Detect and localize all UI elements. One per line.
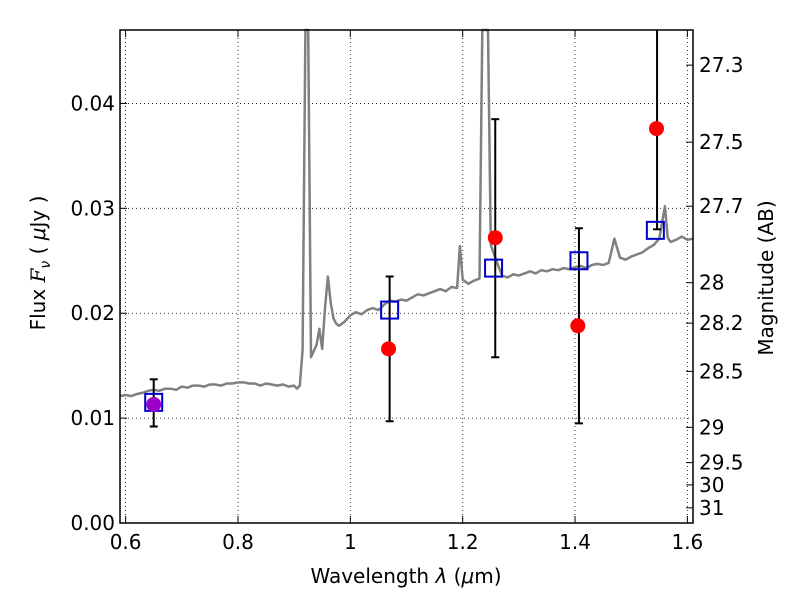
magnitude-tick-label: 27.3 xyxy=(699,53,744,77)
magnitude-tick-label: 27.7 xyxy=(699,194,744,218)
y-tick-label: 0.01 xyxy=(70,406,115,430)
plot-frame xyxy=(119,29,694,524)
y-axis-ticks: 0.00 0.01 0.02 0.03 0.04 xyxy=(70,91,127,535)
model-square xyxy=(645,220,665,240)
x-tick-label: 0.8 xyxy=(222,530,254,554)
observed-points xyxy=(146,121,664,412)
model-square xyxy=(569,251,589,271)
y-tick-label: 0.04 xyxy=(70,91,115,115)
magnitude-tick-label: 28.2 xyxy=(699,311,744,335)
y-tick-label: 0.00 xyxy=(70,511,115,535)
observed-point xyxy=(487,230,503,246)
model-square xyxy=(380,300,400,320)
model-square xyxy=(484,258,504,278)
x-tick-label: 1 xyxy=(344,530,357,554)
observed-point xyxy=(570,318,586,334)
magnitude-axis-label: Magnitude (AB) xyxy=(754,200,778,355)
x-tick-label: 1.6 xyxy=(671,530,703,554)
model-squares xyxy=(144,220,665,412)
magnitude-tick-label: 31 xyxy=(699,496,724,520)
observed-point xyxy=(146,396,162,412)
magnitude-tick-label: 27.5 xyxy=(699,130,744,154)
magnitude-tick-label: 29 xyxy=(699,415,724,439)
magnitude-tick-label: 29.5 xyxy=(699,451,744,475)
x-tick-label: 1.4 xyxy=(559,530,591,554)
y-tick-label: 0.02 xyxy=(70,301,115,325)
x-axis-label: Wavelength λ (μm) xyxy=(310,564,501,588)
y-tick-label: 0.03 xyxy=(70,196,115,220)
magnitude-tick-label: 30 xyxy=(699,473,724,497)
y-axis-label: Flux Fν ( μJy ) xyxy=(26,196,54,331)
observed-point xyxy=(381,341,397,357)
magnitude-tick-label: 28.5 xyxy=(699,359,744,383)
x-tick-label: 1.2 xyxy=(447,530,479,554)
magnitude-tick-label: 28 xyxy=(699,271,724,295)
observed-point xyxy=(648,121,664,137)
x-tick-label: 0.6 xyxy=(110,530,142,554)
x-axis-ticks: 0.6 0.8 1 1.2 1.4 1.6 xyxy=(110,30,703,554)
